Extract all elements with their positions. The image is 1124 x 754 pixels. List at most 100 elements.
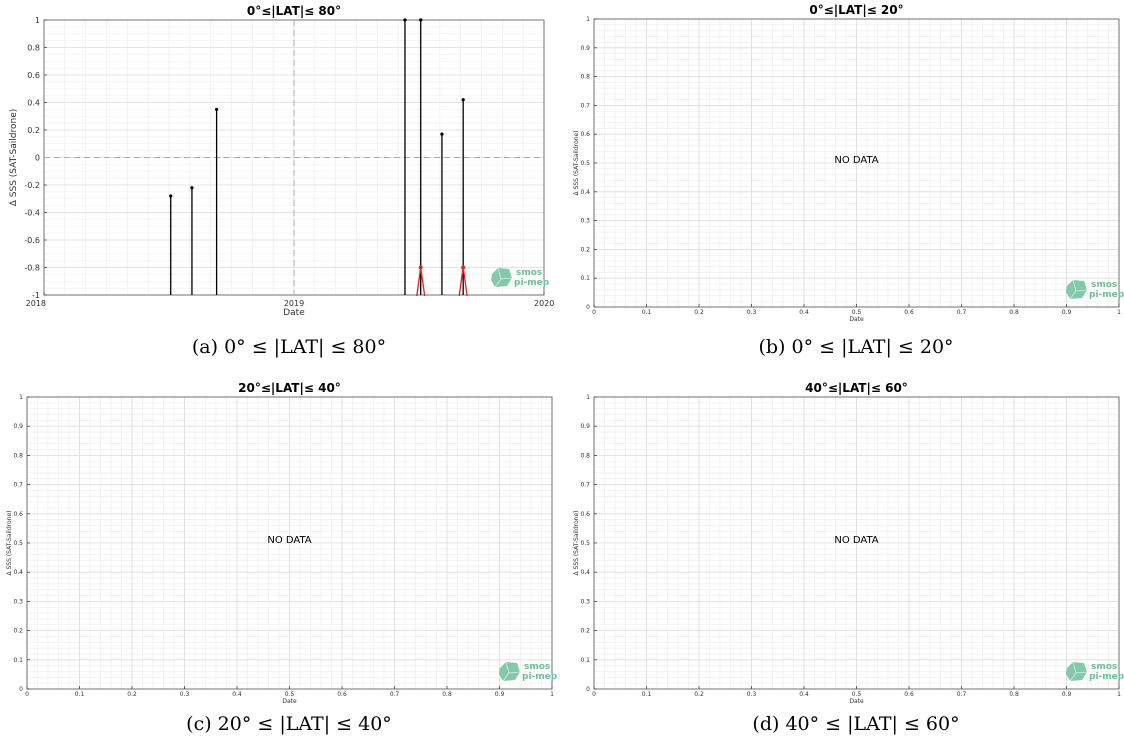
logo-icon-facets	[494, 267, 513, 288]
x-tick-label: 0.2	[694, 691, 704, 698]
x-tick-label: 1	[550, 691, 554, 698]
y-tick-label: 0.3	[13, 598, 23, 605]
y-tick-label: 0.5	[580, 160, 590, 167]
logo-icon	[1066, 662, 1087, 681]
chart-panel-d: 0 0.1 0.2 0.3 0.4 0.5 0.6 0.7 0.8 0.9 1 0 0.1 0.2 0.3 0…	[562, 377, 1124, 754]
y-tick-label: 1	[586, 394, 590, 401]
x-tick-label: 0.8	[1009, 309, 1019, 316]
logo-icon	[499, 662, 520, 681]
y-tick-label: 1	[35, 16, 40, 25]
logo-icon-facets	[1069, 279, 1088, 300]
y-tick-label: 0.8	[27, 44, 40, 53]
x-tick-label: 0	[25, 691, 29, 698]
caption-c: (c) 20° ≤ |LAT| ≤ 40°	[186, 713, 392, 735]
chart-svg-c: 0 0.1 0.2 0.3 0.4 0.5 0.6 0.7 0.8 0.9 1 0 0.1 0.2 0.3 0…	[6, 381, 558, 705]
y-tick-label: 0.2	[27, 126, 40, 135]
x-tick-label: 0.4	[799, 309, 809, 316]
y-tick-label: 0.1	[580, 275, 590, 282]
caption-a: (a) 0° ≤ |LAT| ≤ 80°	[191, 336, 387, 358]
y-axis-label-a: Δ SSS (SAT-Saildrone)	[9, 109, 19, 207]
y-tick-label: 0.7	[580, 482, 590, 489]
y-tick-label: 0.7	[580, 102, 590, 109]
logo-text-line1: smos	[524, 662, 550, 672]
y-tick-label: 1	[586, 16, 590, 23]
chart-title-c: 20°≤|LAT|≤ 40°	[238, 381, 341, 395]
y-tick-label: 0.1	[580, 657, 590, 664]
x-tick-label: 1	[1117, 309, 1121, 316]
x-tick-label: 0.9	[495, 691, 505, 698]
y-axis-label-c: Δ SSS (SAT-Saildrone)	[6, 511, 13, 576]
spike-marker-1	[461, 265, 466, 270]
stem-marker-3	[403, 18, 407, 22]
logo-text-line2: pi-mep	[522, 672, 558, 682]
y-tick-label: 0.8	[580, 74, 590, 81]
x-tick-label: 0.4	[232, 691, 242, 698]
x-tick-label: 0	[592, 691, 596, 698]
x-tick-label: 0.1	[642, 309, 652, 316]
y-tick-label: 0.9	[13, 423, 23, 430]
logo-icon	[1066, 280, 1087, 299]
x-axis-label-d: Date	[849, 698, 864, 705]
stem-marker-0	[169, 194, 173, 198]
y-tick-label: 0.2	[13, 628, 23, 635]
x-tick-label: 0.6	[904, 691, 914, 698]
logo-text-line2: pi-mep	[1089, 672, 1124, 682]
y-tick-label: 0.4	[27, 99, 40, 108]
x-tick-label: 0.4	[799, 691, 809, 698]
chart-svg-b: 0 0.1 0.2 0.3 0.4 0.5 0.6 0.7 0.8 0.9 1 0 0.1 0.2 0.3 0…	[573, 3, 1124, 323]
chart-svg-a: -1 -0.8 -0.6 -0.4 -0.2 0 0.2 0.4 0.6 0.8 1 2018 2019…	[9, 4, 554, 318]
stem-marker-5	[440, 132, 444, 136]
logo-text-line1: smos	[1091, 280, 1117, 290]
stem-marker-2	[215, 107, 219, 111]
chart-panel-a: -1 -0.8 -0.6 -0.4 -0.2 0 0.2 0.4 0.6 0.8 1 2018 2019…	[0, 0, 562, 377]
x-tick-label: 0.8	[1009, 691, 1019, 698]
series-a-0	[169, 18, 465, 295]
y-tick-label: 0.5	[580, 540, 590, 547]
y-tick-label: 0.6	[13, 511, 23, 518]
x-tick-label: 0.9	[1062, 691, 1072, 698]
x-tick-label: 0.7	[957, 309, 967, 316]
no-data-label-b: NO DATA	[834, 155, 878, 166]
y-tick-label: 0.4	[580, 189, 590, 196]
x-tick-label: 0.7	[390, 691, 400, 698]
spike-marker-0	[418, 265, 423, 270]
y-tick-label: 0.2	[580, 246, 590, 253]
y-tick-label: 0.9	[580, 45, 590, 52]
y-tick-label: 0.1	[13, 657, 23, 664]
y-tick-label: -1	[32, 291, 40, 300]
x-tick-label: 0.6	[337, 691, 347, 698]
x-tick-label: 0.5	[285, 691, 295, 698]
logo-text-line2: pi-mep	[1089, 290, 1124, 300]
x-tick-label: 0.3	[747, 309, 757, 316]
chart-title-d: 40°≤|LAT|≤ 60°	[805, 381, 908, 395]
y-tick-label: 0.7	[13, 482, 23, 489]
x-tick-label: 0.8	[442, 691, 452, 698]
y-tick-label: 0	[586, 304, 590, 311]
logo-text-line1: smos	[1091, 662, 1117, 672]
logo-text-line2: pi-mep	[514, 278, 550, 288]
chart-svg-d: 0 0.1 0.2 0.3 0.4 0.5 0.6 0.7 0.8 0.9 1 0 0.1 0.2 0.3 0…	[573, 381, 1124, 705]
y-tick-label: 0.6	[580, 511, 590, 518]
no-data-label-d: NO DATA	[834, 535, 878, 546]
y-tick-label: 0.2	[580, 628, 590, 635]
y-tick-label: -0.8	[24, 264, 40, 273]
no-data-label-c: NO DATA	[267, 535, 311, 546]
y-tick-label: 0.9	[580, 423, 590, 430]
chart-panel-c: 0 0.1 0.2 0.3 0.4 0.5 0.6 0.7 0.8 0.9 1 0 0.1 0.2 0.3 0…	[0, 377, 562, 754]
x-axis-label-c: Date	[282, 698, 297, 705]
chart-title-a: 0°≤|LAT|≤ 80°	[247, 4, 341, 18]
y-tick-label: 0	[586, 686, 590, 693]
logo-text-line1: smos	[516, 268, 542, 278]
y-tick-label: -0.6	[24, 236, 40, 245]
caption-d: (d) 40° ≤ |LAT| ≤ 60°	[752, 713, 960, 735]
stem-marker-6	[461, 98, 465, 102]
chart-panel-b: 0 0.1 0.2 0.3 0.4 0.5 0.6 0.7 0.8 0.9 1 0 0.1 0.2 0.3 0…	[562, 0, 1124, 377]
x-tick-label: 0.2	[694, 309, 704, 316]
y-tick-label: 0.4	[580, 569, 590, 576]
y-tick-label: 0.8	[13, 452, 23, 459]
y-axis-label-d: Δ SSS (SAT-Saildrone)	[573, 511, 580, 576]
x-tick-label: 0.5	[852, 309, 862, 316]
x-tick-label: 0.1	[75, 691, 85, 698]
